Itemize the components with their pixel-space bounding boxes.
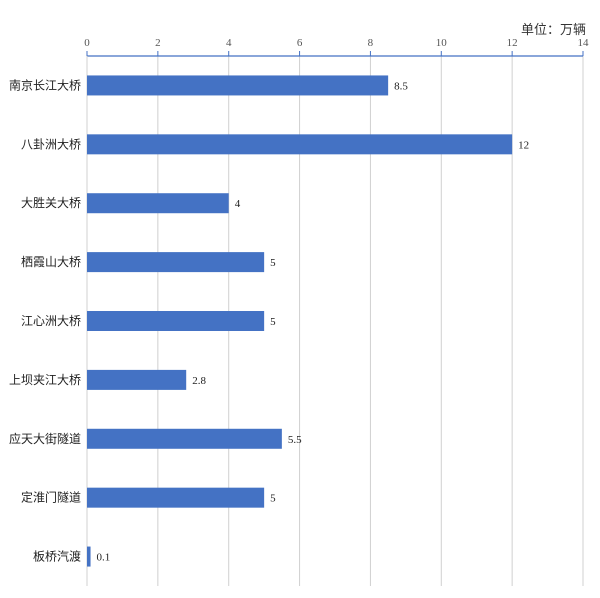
data-label: 12: [518, 139, 529, 151]
category-label: 大胜关大桥: [21, 195, 81, 210]
category-label: 板桥汽渡: [33, 549, 81, 564]
category-label: 江心洲大桥: [21, 314, 81, 328]
category-label: 八卦洲大桥: [21, 137, 81, 151]
category-label: 南京长江大桥: [9, 77, 81, 92]
x-tick-label: 4: [226, 37, 232, 49]
data-label: 4: [235, 198, 241, 210]
x-tick-label: 8: [368, 37, 374, 49]
bar: [87, 369, 187, 390]
data-label: 2.8: [192, 375, 206, 387]
bar: [87, 546, 91, 567]
x-tick-label: 6: [297, 37, 303, 49]
data-label: 0.1: [97, 552, 111, 564]
category-label: 上坝夹江大桥: [9, 373, 81, 387]
labels: 0 2 4 6 8 10 12 14 南京长江大桥 8.5 八卦洲大桥 12 大胜关大桥 4 栖霞山大桥 5 江…: [9, 37, 589, 564]
data-label: 5: [270, 316, 276, 328]
bars: [87, 75, 513, 567]
unit-label: 单位：万辆: [520, 23, 586, 38]
bar: [87, 487, 265, 508]
bar: [87, 75, 389, 96]
data-label: 5: [270, 493, 276, 505]
bar: [87, 134, 513, 155]
data-label: 5: [270, 257, 276, 269]
category-label: 栖霞山大桥: [21, 254, 81, 269]
bar: [87, 252, 265, 273]
x-tick-label: 2: [155, 37, 161, 49]
category-label: 定淮门隧道: [21, 490, 81, 505]
bar: [87, 428, 282, 449]
data-label: 8.5: [394, 80, 408, 92]
x-tick-label: 10: [436, 37, 448, 49]
bar: [87, 311, 265, 331]
data-label: 5.5: [288, 434, 302, 446]
x-tick-label: 0: [84, 37, 90, 49]
x-tick-label: 12: [507, 37, 518, 49]
bar: [87, 193, 229, 214]
category-label: 应天大街隧道: [9, 431, 81, 446]
x-tick-label: 14: [578, 37, 590, 49]
